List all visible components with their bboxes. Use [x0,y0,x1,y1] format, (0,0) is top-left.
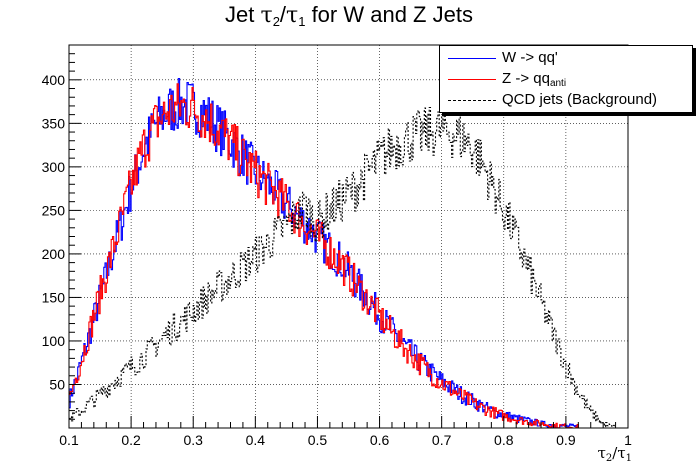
x-tick-label: 0.8 [494,432,514,448]
legend-label-z: Z -> qqanti [502,70,567,89]
series-qcd-line [69,106,617,429]
legend-entry-qcd: QCD jets (Background) [440,90,692,110]
y-tick-label: 100 [42,333,66,349]
x-tick-label: 0.5 [308,432,328,448]
series-layer [69,77,617,429]
x-tick-label: 0.7 [432,432,452,448]
axis-layer: 0.1 0.2 0.3 0.4 0.5 0.6 0.7 0.8 0.9 1501001502002… [42,44,632,448]
series-w-line [69,77,580,429]
chart-title: Jet τ2/τ1 for W and Z Jets [225,2,473,29]
x-tick-label: 0.1 [59,432,79,448]
y-tick-label: 350 [42,115,66,131]
series-z-line [69,83,580,429]
legend-line-qcd [448,100,496,101]
x-axis-label: τ2/τ1 [597,444,632,464]
y-tick-label: 50 [49,376,65,392]
legend: W -> qq' Z -> qqanti QCD jets (Backgroun… [439,45,693,113]
legend-entry-z: Z -> qqanti [440,69,692,89]
y-tick-label: 400 [42,72,66,88]
x-tick-label: 0.9 [556,432,576,448]
x-tick-label: 1 [624,432,632,448]
legend-line-w [448,58,496,59]
y-tick-label: 150 [42,289,66,305]
y-tick-label: 250 [42,202,66,218]
x-tick-label: 0.4 [246,432,266,448]
legend-label-qcd: QCD jets (Background) [502,91,658,108]
y-tick-label: 300 [42,159,66,175]
y-tick-label: 200 [42,246,66,262]
legend-label-w: W -> qq' [502,49,558,66]
x-tick-label: 0.3 [183,432,203,448]
x-tick-label: 0.6 [370,432,390,448]
legend-line-z [448,79,496,80]
legend-entry-w: W -> qq' [440,48,692,68]
x-tick-label: 0.2 [121,432,141,448]
